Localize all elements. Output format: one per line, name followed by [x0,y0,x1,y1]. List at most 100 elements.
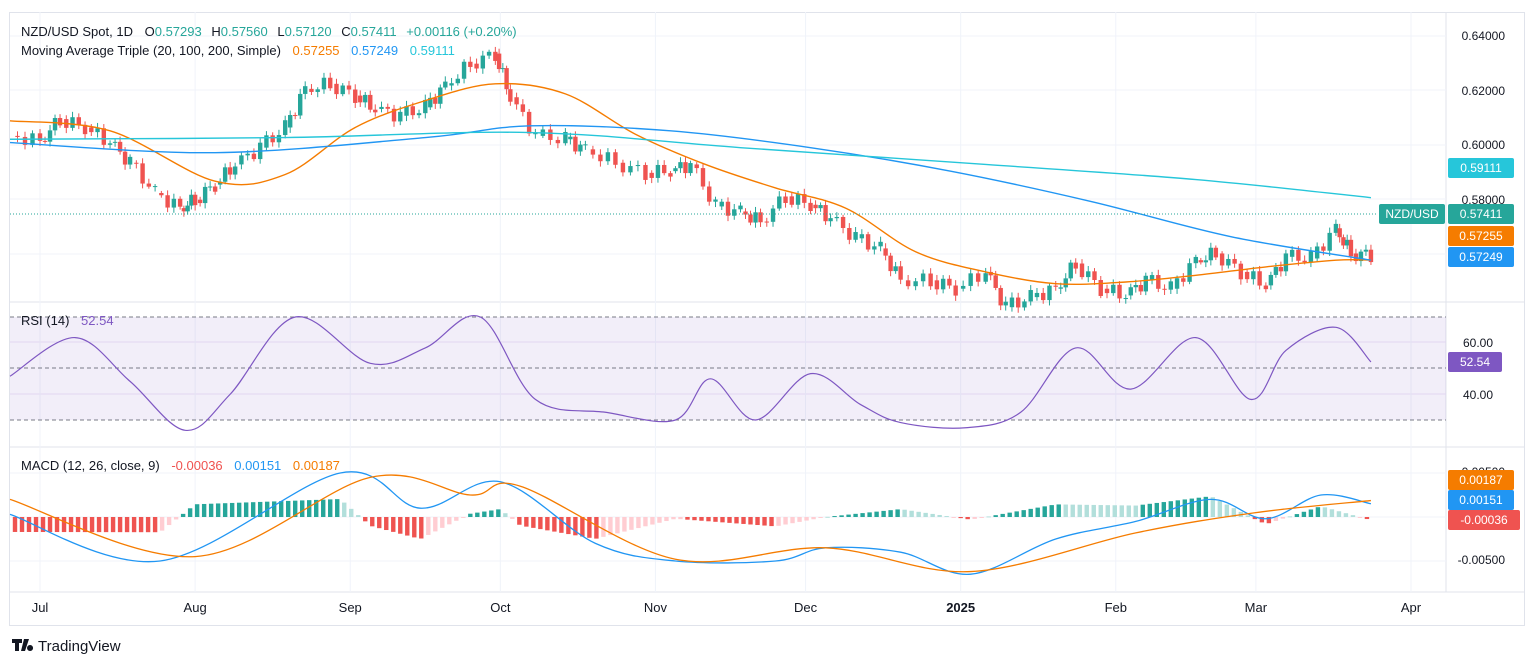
candle-body [1138,285,1143,292]
ma100-line[interactable] [9,124,1372,261]
macd-histogram-bar [159,517,165,531]
tradingview-logo-icon [12,639,34,651]
candle-body [177,198,183,207]
macd-histogram-bar [278,501,284,517]
candle-body [1341,237,1346,246]
candle-body [678,162,683,169]
candle-body [1321,246,1326,251]
macd-histogram-bar [180,513,186,517]
macd-histogram-bar [909,510,914,517]
macd-histogram-bar [12,517,18,532]
candle-body [496,53,502,70]
candle-body [1348,239,1354,257]
candle-body [1273,267,1279,275]
candle-body [1034,292,1040,298]
candle-body [998,287,1003,306]
macd-pane-series[interactable] [9,471,1372,575]
candle-body [1226,258,1231,266]
macd-histogram-bar [110,517,116,533]
macd-line[interactable] [9,471,1372,575]
macd-histogram-bar [1049,505,1054,517]
candle-body [468,61,473,67]
macd-histogram-bar [1357,517,1363,518]
candle-body [433,97,438,104]
open-value: 0.57293 [155,24,202,39]
time-axis[interactable]: Jul Aug Sep Oct Nov Dec 2025 Feb Mar Apr [32,600,1422,615]
candle-body [1296,249,1301,261]
candle-body [1213,247,1219,258]
macd-histogram-bar [496,509,501,517]
ma100-price-tag [1448,247,1514,267]
macd-histogram-bar [1112,505,1117,517]
candle-body [840,216,846,228]
ma20-line[interactable] [9,82,1371,286]
macd-histogram-bar [1245,515,1251,517]
rsi-tick: 40.00 [1463,388,1493,402]
macd-histogram-bar [1147,503,1152,517]
candle-body [292,115,298,117]
low-value: 0.57120 [285,24,332,39]
macd-histogram-bar [622,517,627,532]
rsi-series-line[interactable] [9,314,1372,431]
candle-body [334,83,339,95]
rsi-line[interactable] [9,314,1372,431]
candlestick-series[interactable] [15,46,1374,313]
candle-body [1133,285,1138,288]
macd-histogram-bar [1252,517,1258,520]
candle-body [227,167,233,175]
macd-histogram-bar [475,512,480,517]
macd-histogram-bar [19,517,25,532]
time-tick: 2025 [946,600,975,615]
candle-body [719,201,724,207]
macd-histogram-bar [412,517,417,538]
macd-histogram-bar [356,515,361,517]
candle-body [222,167,228,182]
tradingview-logo[interactable]: TradingView [12,638,121,655]
macd-histogram-bar [300,500,305,517]
macd-histogram-bar [1084,504,1089,517]
candle-body [1086,271,1091,278]
moving-average-lines[interactable] [9,82,1372,286]
macd-histogram-bar [321,499,326,517]
macd-histogram-bar [1035,507,1040,517]
macd-histogram-bar [580,517,585,537]
macd-histogram-bar [1028,508,1033,517]
candle-body [707,186,712,202]
candle-body [1068,262,1073,279]
macd-histogram-bar [145,517,151,533]
macd-signal-line[interactable] [9,474,1372,573]
candle-body [107,143,113,145]
macd-histogram-bar [1133,505,1138,517]
candle-body [905,280,911,287]
macd-histogram-bar [47,517,53,533]
candle-body [1104,288,1110,294]
candle-body [789,196,794,205]
candle-body [1268,274,1274,286]
candle-body [563,131,568,144]
candle-body [264,135,269,148]
macd-histogram-bar [1266,517,1272,524]
candle-body [673,168,678,172]
macd-histogram-bar [986,516,991,518]
macd-histogram-bar [1098,505,1103,517]
candle-body [212,186,218,192]
macd-histogram-bar [419,517,424,539]
candle-body [872,246,877,250]
candle-body [449,83,454,86]
candle-body [533,133,538,135]
macd-histogram-bar [650,517,655,525]
macd-histogram-bar [61,517,67,533]
macd-histogram-bar [40,517,46,533]
candle-body [700,168,706,187]
candle-body [1278,267,1284,272]
ma-legend-title: Moving Average Triple (20, 100, 200, Sim… [21,43,281,58]
candle-body [508,89,513,102]
macd-histogram-bar [1007,512,1012,517]
macd-histogram-bar [1273,517,1279,521]
macd-histogram-bar [1119,505,1124,517]
ma200-line[interactable] [9,131,1372,199]
macd-histogram-bar [769,517,774,527]
candle-body [568,136,573,140]
macd-histogram-bar [601,517,606,537]
